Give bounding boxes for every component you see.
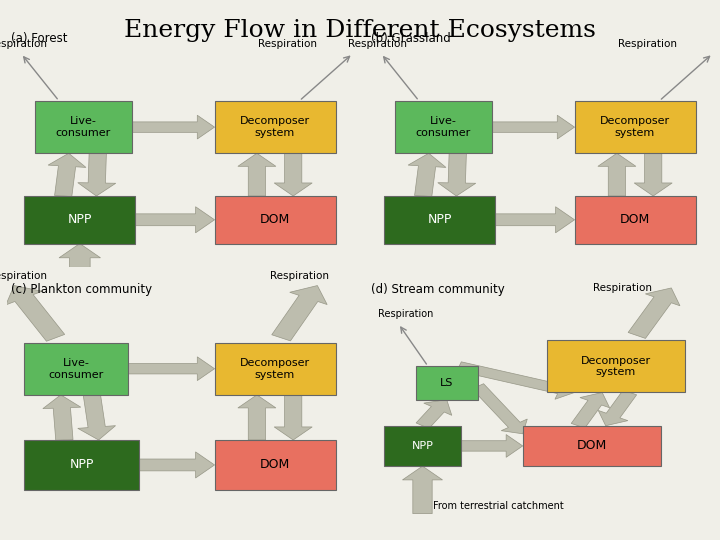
Polygon shape [457,362,575,399]
Polygon shape [132,115,215,139]
Bar [547,340,685,393]
Text: Live-
consumer: Live- consumer [55,116,111,138]
Text: Decomposer
system: Decomposer system [240,116,310,138]
Polygon shape [461,435,523,457]
Bar [215,101,336,153]
Text: Energy Flow in Different Ecosystems: Energy Flow in Different Ecosystems [124,19,596,42]
Text: (d) Stream community: (d) Stream community [371,283,505,296]
Polygon shape [438,153,476,196]
Text: Respiration: Respiration [270,271,329,281]
Bar [215,342,336,395]
Bar [24,342,128,395]
Text: NPP: NPP [428,213,452,226]
Polygon shape [598,153,636,196]
Polygon shape [238,395,276,440]
Text: Respiration: Respiration [0,39,47,49]
Bar [35,101,132,153]
Text: Respiration: Respiration [0,271,47,281]
Bar [575,196,696,244]
Text: Decomposer
system: Decomposer system [240,358,310,380]
Text: Live-
consumer: Live- consumer [49,358,104,380]
Polygon shape [402,466,443,514]
Polygon shape [571,393,610,428]
Bar [215,440,336,490]
Bar [384,426,461,466]
Text: (c) Plankton community: (c) Plankton community [11,283,152,296]
Text: Respiration: Respiration [377,309,433,319]
Polygon shape [138,452,215,478]
Bar [384,196,495,244]
Polygon shape [472,384,527,434]
Polygon shape [238,153,276,196]
Bar [395,101,492,153]
Polygon shape [416,400,451,429]
Polygon shape [271,286,327,341]
Text: Live-
consumer: Live- consumer [415,116,471,138]
Polygon shape [59,244,101,267]
Polygon shape [408,153,446,197]
Polygon shape [78,153,116,196]
Bar [523,426,661,466]
Text: DOM: DOM [620,213,650,226]
Polygon shape [628,288,680,339]
Text: (b) Grassland: (b) Grassland [371,32,451,45]
Text: Respiration: Respiration [593,282,652,293]
Polygon shape [598,390,636,426]
Polygon shape [274,153,312,196]
Polygon shape [274,395,312,440]
Text: NPP: NPP [412,441,433,451]
Text: DOM: DOM [260,458,290,471]
Text: LS: LS [440,378,454,388]
Polygon shape [495,207,575,233]
Text: Decomposer
system: Decomposer system [581,355,651,377]
Polygon shape [128,357,215,381]
Text: Decomposer
system: Decomposer system [600,116,670,138]
Bar [24,196,135,244]
Polygon shape [492,115,575,139]
Text: From terrestrial catchment: From terrestrial catchment [433,501,564,511]
Polygon shape [48,153,86,197]
Polygon shape [78,394,116,440]
Polygon shape [42,395,81,440]
Text: NPP: NPP [69,458,94,471]
Text: DOM: DOM [260,213,290,226]
Bar [24,440,138,490]
Text: NPP: NPP [68,213,92,226]
Polygon shape [135,207,215,233]
Text: (a) Forest: (a) Forest [11,32,67,45]
Text: Respiration: Respiration [258,39,317,49]
Bar [575,101,696,153]
Text: Respiration: Respiration [348,39,407,49]
Bar [415,366,478,400]
Text: DOM: DOM [577,440,607,453]
Polygon shape [6,286,65,341]
Bar [215,196,336,244]
Polygon shape [634,153,672,196]
Text: Respiration: Respiration [618,39,677,49]
